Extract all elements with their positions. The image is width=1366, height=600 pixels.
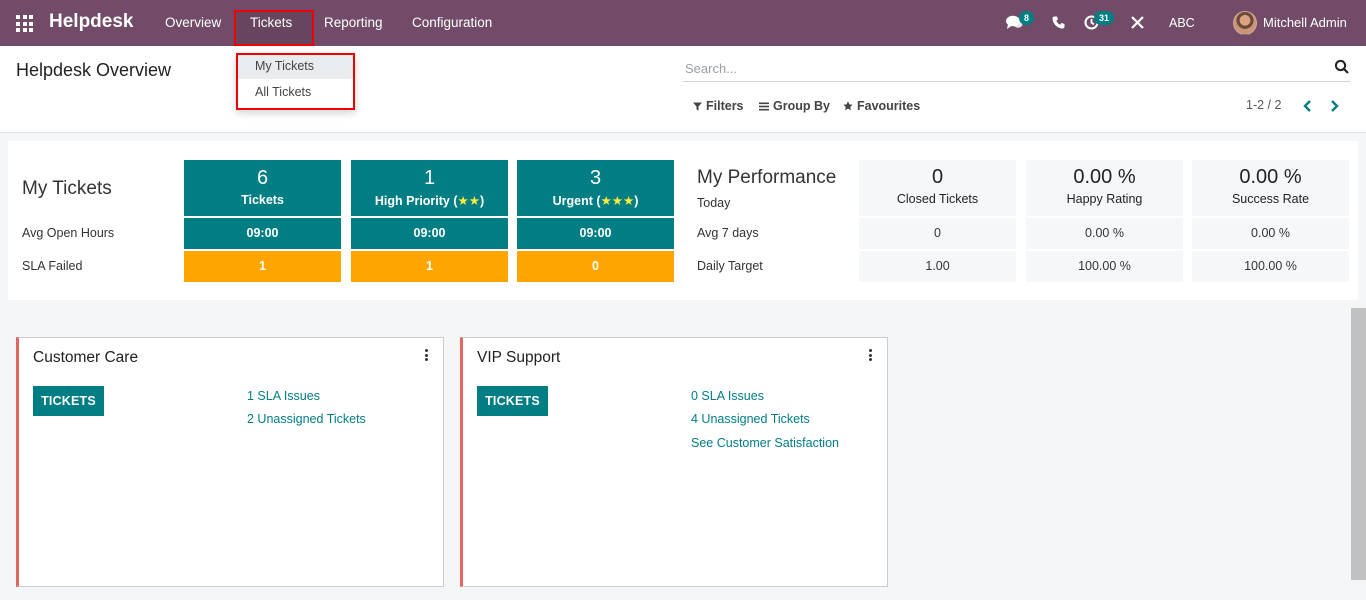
team-card-vip-support: VIP Support TICKETS 0 SLA Issues 4 Unass… xyxy=(460,337,888,587)
nav-tickets[interactable]: Tickets xyxy=(250,15,293,30)
dashboard-panel: My Tickets Avg Open Hours SLA Failed 6 T… xyxy=(8,141,1358,300)
filters-label: Filters xyxy=(706,99,744,113)
high-priority-label: High Priority (★★) xyxy=(374,194,485,208)
success-rate-today: 0.00 % xyxy=(1239,166,1302,188)
activities-badge: 31 xyxy=(1094,11,1115,25)
success-rate-daily-target: 100.00 % xyxy=(1192,251,1349,282)
search-bar xyxy=(683,56,1350,82)
group-by-label: Group By xyxy=(773,99,830,113)
search-icon[interactable] xyxy=(1334,59,1350,75)
phone-icon[interactable] xyxy=(1052,16,1065,29)
high-priority-count-box[interactable]: 1 High Priority (★★) xyxy=(351,160,508,216)
pager-previous-icon[interactable] xyxy=(1302,100,1312,112)
tickets-dropdown-menu: My Tickets All Tickets xyxy=(236,53,355,110)
menu-item-my-tickets[interactable]: My Tickets xyxy=(238,55,353,79)
favourites-star-icon xyxy=(843,101,853,111)
my-tickets-sla-failed[interactable]: 1 xyxy=(184,251,341,282)
closed-tickets-daily-target: 1.00 xyxy=(859,251,1016,282)
team-tickets-button[interactable]: TICKETS xyxy=(33,386,104,416)
messages-badge: 8 xyxy=(1019,11,1035,25)
vertical-scrollbar[interactable] xyxy=(1351,308,1366,580)
urgent-count: 3 xyxy=(589,167,602,189)
app-brand[interactable]: Helpdesk xyxy=(49,11,134,32)
top-navbar: Helpdesk Overview Tickets Reporting Conf… xyxy=(0,0,1366,46)
nav-configuration[interactable]: Configuration xyxy=(412,15,493,30)
team-card-customer-care: Customer Care TICKETS 1 SLA Issues 2 Una… xyxy=(16,337,444,587)
high-priority-stars-icon: ★★ xyxy=(457,194,480,208)
my-tickets-avg-open-hours[interactable]: 09:00 xyxy=(184,218,341,249)
pager-value[interactable]: 1-2 / 2 xyxy=(1246,98,1282,112)
success-rate-box: 0.00 % Success Rate xyxy=(1192,160,1349,216)
high-priority-sla-failed[interactable]: 1 xyxy=(351,251,508,282)
menu-item-all-tickets[interactable]: All Tickets xyxy=(255,85,312,99)
success-rate-avg-7-days: 0.00 % xyxy=(1192,218,1349,249)
filter-funnel-icon xyxy=(693,102,702,110)
today-label: Today xyxy=(697,196,731,210)
nav-reporting[interactable]: Reporting xyxy=(324,15,383,30)
pager-next-icon[interactable] xyxy=(1330,100,1340,112)
urgent-label: Urgent (★★★) xyxy=(552,194,639,208)
avg-7-days-label: Avg 7 days xyxy=(697,226,759,240)
apps-menu-icon[interactable] xyxy=(16,15,33,32)
filters-button[interactable]: Filters xyxy=(693,99,744,113)
happy-rating-label: Happy Rating xyxy=(1066,192,1143,206)
happy-rating-box: 0.00 % Happy Rating xyxy=(1026,160,1183,216)
high-priority-count: 1 xyxy=(423,167,436,189)
urgent-stars-icon: ★★★ xyxy=(600,194,635,208)
my-tickets-label: Tickets xyxy=(241,193,284,207)
sla-failed-label: SLA Failed xyxy=(22,259,83,273)
control-panel: Helpdesk Overview Filters Group By Favou… xyxy=(0,46,1366,133)
happy-rating-daily-target: 100.00 % xyxy=(1026,251,1183,282)
urgent-sla-failed[interactable]: 0 xyxy=(517,251,674,282)
closed-tickets-today: 0 xyxy=(931,166,944,188)
high-priority-avg-open-hours[interactable]: 09:00 xyxy=(351,218,508,249)
my-tickets-title: My Tickets xyxy=(22,178,112,199)
closed-tickets-avg-7-days: 0 xyxy=(859,218,1016,249)
unassigned-tickets-link[interactable]: 4 Unassigned Tickets xyxy=(691,412,810,426)
company-switcher[interactable]: ABC xyxy=(1169,16,1195,30)
daily-target-label: Daily Target xyxy=(697,259,763,273)
customer-satisfaction-link[interactable]: See Customer Satisfaction xyxy=(691,436,839,450)
nav-overview[interactable]: Overview xyxy=(165,15,222,30)
team-name[interactable]: Customer Care xyxy=(33,349,139,366)
kebab-menu-icon[interactable] xyxy=(425,349,429,361)
success-rate-label: Success Rate xyxy=(1231,192,1310,206)
unassigned-tickets-link[interactable]: 2 Unassigned Tickets xyxy=(247,412,366,426)
user-avatar[interactable] xyxy=(1233,11,1257,35)
sla-issues-link[interactable]: 1 SLA Issues xyxy=(247,389,320,403)
search-input[interactable] xyxy=(683,56,1323,80)
happy-rating-avg-7-days: 0.00 % xyxy=(1026,218,1183,249)
my-tickets-count-box[interactable]: 6 Tickets xyxy=(184,160,341,216)
team-tickets-button[interactable]: TICKETS xyxy=(477,386,548,416)
group-by-bars-icon xyxy=(759,102,769,110)
team-name[interactable]: VIP Support xyxy=(477,349,561,366)
closed-tickets-box: 0 Closed Tickets xyxy=(859,160,1016,216)
closed-tickets-label: Closed Tickets xyxy=(896,192,979,206)
avg-open-hours-label: Avg Open Hours xyxy=(22,226,115,240)
page-title: Helpdesk Overview xyxy=(16,60,172,80)
my-tickets-count: 6 xyxy=(256,167,269,189)
group-by-button[interactable]: Group By xyxy=(759,99,830,113)
favourites-button[interactable]: Favourites xyxy=(843,99,920,113)
kebab-menu-icon[interactable] xyxy=(869,349,873,361)
happy-rating-today: 0.00 % xyxy=(1073,166,1136,188)
urgent-count-box[interactable]: 3 Urgent (★★★) xyxy=(517,160,674,216)
my-performance-title: My Performance xyxy=(697,167,837,188)
chat-bubbles-icon[interactable] xyxy=(1006,15,1023,30)
favourites-label: Favourites xyxy=(857,99,921,113)
sla-issues-link[interactable]: 0 SLA Issues xyxy=(691,389,764,403)
user-menu[interactable]: Mitchell Admin xyxy=(1263,15,1347,30)
debug-tools-icon[interactable] xyxy=(1131,16,1144,29)
tickets-menu-highlight xyxy=(234,10,314,46)
urgent-avg-open-hours[interactable]: 09:00 xyxy=(517,218,674,249)
